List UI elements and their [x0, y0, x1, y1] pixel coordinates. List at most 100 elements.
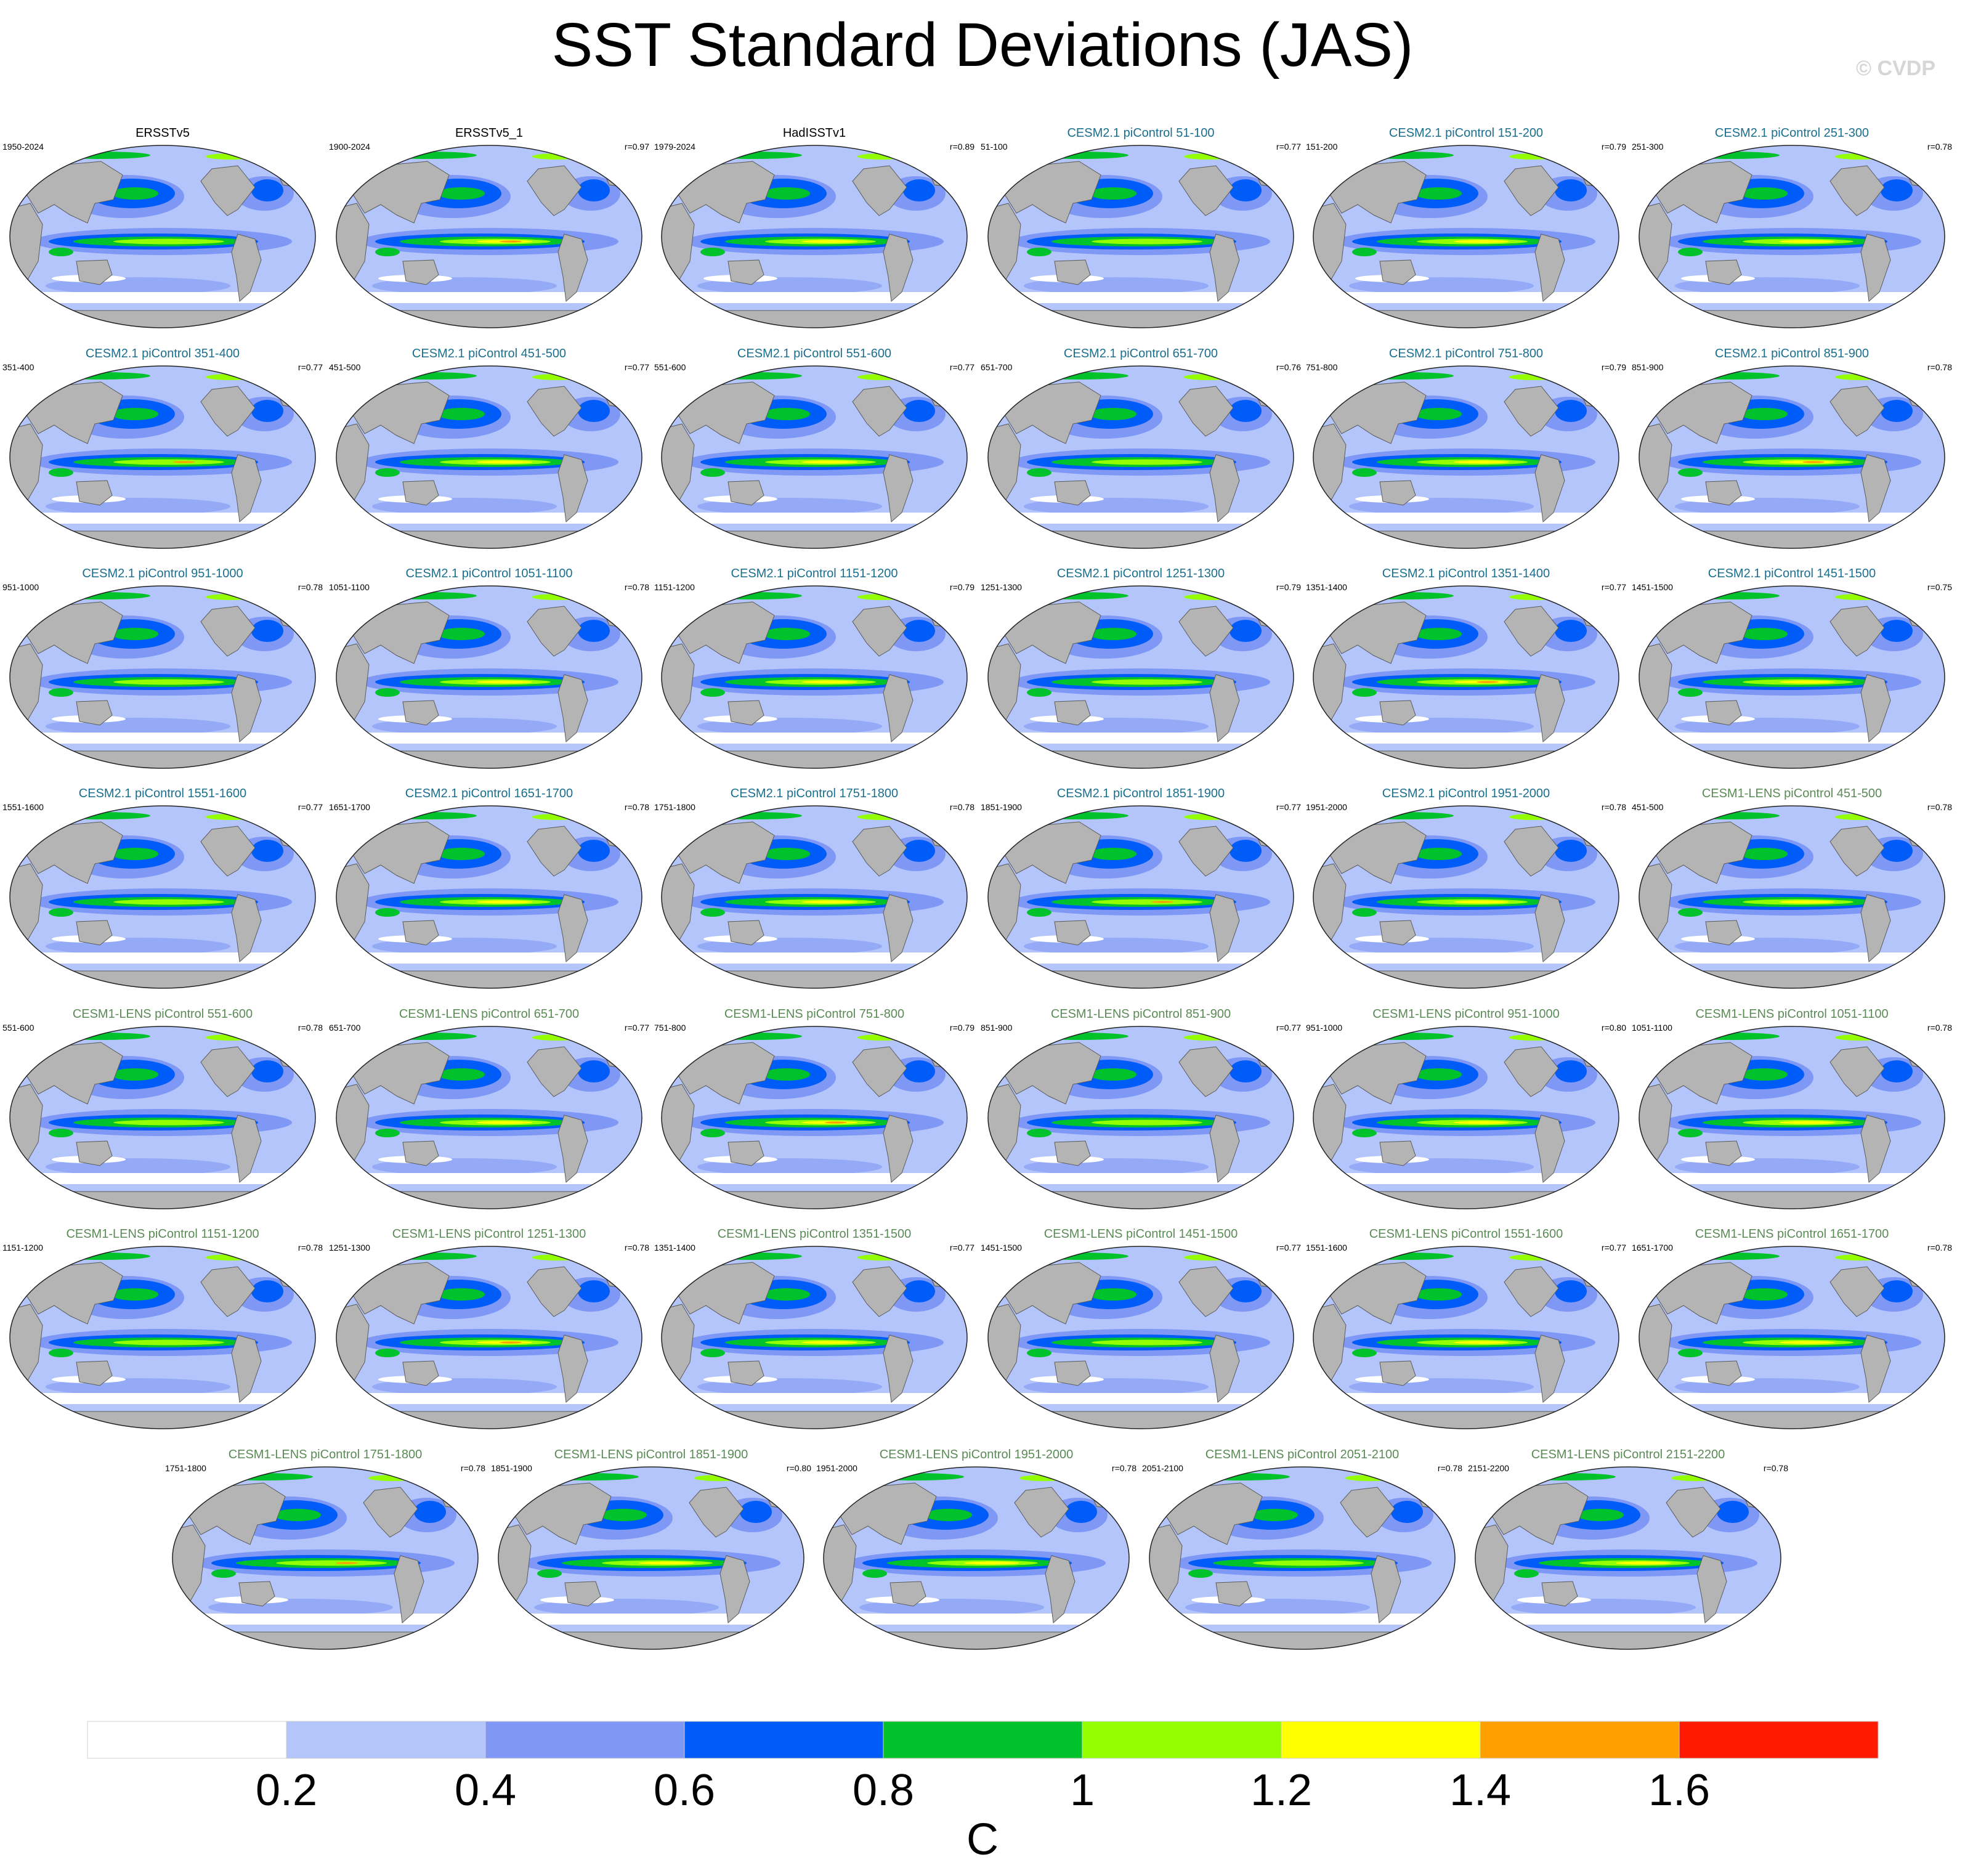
land-mass [1829, 165, 1885, 216]
map-border [661, 1246, 968, 1429]
land-mass [76, 1360, 113, 1386]
panel-title: CESM1-LENS piControl 2051-2100 [1205, 1448, 1400, 1461]
land-mass [1534, 233, 1565, 303]
land-mass [336, 1411, 642, 1429]
panel-years: 151-200 [1306, 142, 1338, 152]
land-mass [352, 1262, 450, 1325]
panel-years: 2151-2200 [1468, 1463, 1509, 1473]
sst-stddev-map [1313, 145, 1619, 328]
land-mass [238, 1581, 275, 1607]
map-panel: HadISSTv1 1979-2024 r=0.89 [652, 126, 977, 339]
sst-stddev-map [172, 1466, 479, 1650]
land-mass [76, 480, 113, 506]
map-panel: CESM2.1 piControl 1651-1700 1651-1700 r=0.… [326, 786, 652, 999]
panel-title: CESM2.1 piControl 1551-1600 [78, 787, 247, 800]
panel-title: CESM1-LENS piControl 1151-1200 [66, 1227, 259, 1241]
panel-years: 451-500 [1632, 802, 1664, 812]
panel-years: 1451-1500 [1632, 582, 1673, 592]
map-border [498, 1466, 804, 1650]
map-border [1313, 805, 1619, 989]
land-mass [1014, 1487, 1069, 1538]
panel-pattern-correlation: r=0.79 [1276, 582, 1301, 592]
map-border [336, 365, 642, 549]
map-panel-grid: ERSSTv5 1950-2024 ERSSTv5_1 1900-2024 r=0.97… [0, 126, 1952, 1660]
land-mass [1705, 259, 1742, 285]
panel-title: CESM2.1 piControl 551-600 [737, 347, 892, 360]
land-mass [662, 970, 967, 988]
sst-stddev-map [336, 145, 642, 328]
map-panel: CESM1-LENS piControl 1951-2000 1951-2000 r… [814, 1447, 1139, 1660]
map-border [1313, 1026, 1619, 1209]
land-mass [1860, 454, 1891, 523]
land-mass [1313, 1191, 1619, 1209]
land-mass [1666, 1487, 1721, 1538]
panel-title: CESM2.1 piControl 651-700 [1063, 347, 1218, 360]
land-mass [1504, 386, 1559, 437]
map-panel: CESM2.1 piControl 551-600 551-600 r=0.77 [652, 346, 977, 559]
panel-title: CESM2.1 piControl 1951-2000 [1382, 787, 1550, 800]
land-mass [1379, 480, 1416, 506]
panel-years: 1451-1500 [981, 1243, 1022, 1253]
land-mass [883, 1115, 914, 1184]
land-mass [172, 1631, 478, 1649]
map-border [987, 1026, 1294, 1209]
land-mass [1209, 233, 1240, 303]
land-mass [557, 454, 588, 523]
land-mass [883, 1334, 914, 1403]
map-border [823, 1466, 1130, 1650]
colorbar-segment [684, 1721, 884, 1759]
land-mass [10, 970, 315, 988]
land-mass [1655, 381, 1752, 444]
land-mass [25, 1262, 123, 1325]
colorbar-segment [1679, 1721, 1879, 1759]
panel-title: CESM2.1 piControl 851-900 [1714, 347, 1870, 360]
land-mass [988, 970, 1294, 988]
colorbar-unit-label: C [966, 1815, 999, 1864]
land-mass [1696, 1555, 1727, 1624]
colorbar: 0.2 0.4 0.6 0.8 1 1.2 1.4 1.6 C [87, 1721, 1879, 1864]
land-mass [1541, 1581, 1578, 1607]
panel-title: CESM1-LENS piControl 851-900 [1050, 1007, 1231, 1021]
colorbar-tick-label: 0.2 [256, 1766, 317, 1815]
land-mass [1534, 894, 1565, 963]
panel-years: 451-500 [329, 362, 361, 372]
land-mass [1829, 1266, 1885, 1317]
land-mass [1705, 700, 1742, 726]
sst-stddev-map [661, 1026, 968, 1209]
land-mass [498, 1631, 804, 1649]
sst-stddev-map [1475, 1466, 1781, 1650]
map-panel: CESM2.1 piControl 451-500 451-500 r=0.77 [326, 346, 652, 559]
map-border [661, 365, 968, 549]
land-mass [1054, 480, 1091, 506]
panel-years: 1951-2000 [816, 1463, 857, 1473]
land-mass [988, 1411, 1294, 1429]
panel-years: 1251-1300 [329, 1243, 370, 1253]
panel-title: CESM2.1 piControl 351-400 [85, 347, 240, 360]
map-panel: CESM2.1 piControl 1551-1600 1551-1600 r=0.… [0, 786, 325, 999]
map-panel: CESM1-LENS piControl 1551-1600 1551-1600 r… [1303, 1227, 1629, 1440]
land-mass [852, 1266, 907, 1317]
land-mass [1829, 826, 1885, 877]
land-mass [852, 1046, 907, 1097]
land-mass [1313, 750, 1619, 768]
panel-title: CESM2.1 piControl 151-200 [1388, 126, 1544, 140]
land-mass [1313, 310, 1619, 328]
panel-pattern-correlation: r=0.78 [298, 1243, 323, 1253]
panel-pattern-correlation: r=0.89 [949, 142, 974, 152]
land-mass [402, 1140, 439, 1166]
sst-stddev-map [9, 1246, 316, 1429]
sst-stddev-map [9, 365, 316, 549]
land-mass [1639, 1411, 1945, 1429]
land-mass [1534, 1334, 1565, 1403]
sst-stddev-map [987, 805, 1294, 989]
map-panel: CESM2.1 piControl 1051-1100 1051-1100 r=0.… [326, 566, 652, 779]
map-panel: CESM1-LENS piControl 751-800 751-800 r=0.7… [652, 1007, 977, 1220]
map-border [1313, 585, 1619, 769]
map-border [661, 145, 968, 328]
watermark: © CVDP [1856, 57, 1935, 80]
land-mass [1379, 700, 1416, 726]
panel-title: ERSSTv5_1 [455, 126, 524, 140]
land-mass [727, 1360, 764, 1386]
colorbar-segment [1281, 1721, 1481, 1759]
map-panel: CESM1-LENS piControl 1751-1800 1751-1800 r… [163, 1447, 488, 1660]
